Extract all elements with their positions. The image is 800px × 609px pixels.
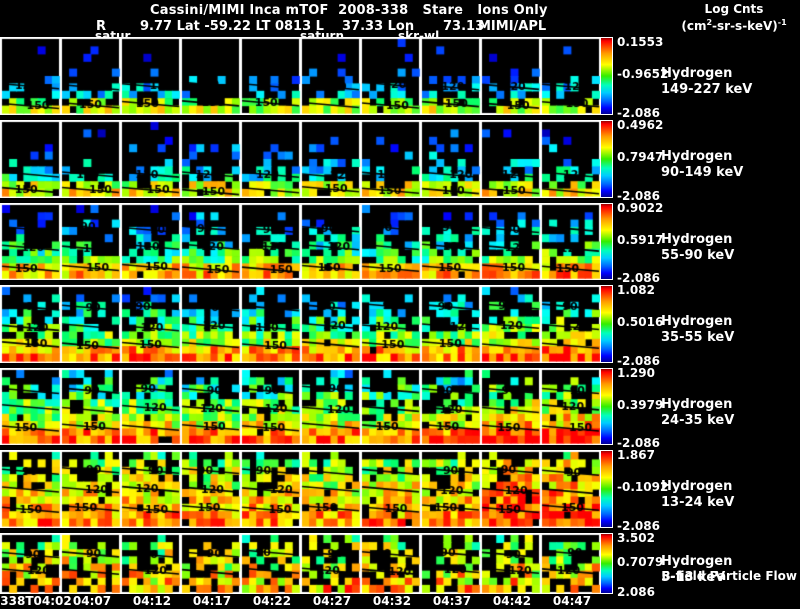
colorbar-mid-label: 0.7079 bbox=[617, 554, 664, 569]
energy-range: 149-227 keV bbox=[661, 82, 753, 97]
spectrogram-row-13-24-keV: 1.867 -0.1092 -2.086 Hydrogen 13-24 keV bbox=[0, 448, 800, 533]
energy-range: 35-55 keV bbox=[661, 330, 735, 345]
energy-band-label: Hydrogen 149-227 keV bbox=[661, 66, 752, 98]
species-name: Hydrogen bbox=[661, 553, 733, 569]
spectrogram-row-canvas bbox=[0, 285, 600, 363]
colorbar-mid-label: 0.5917 bbox=[617, 232, 664, 247]
colorbar-mid-label: 0.7947 bbox=[617, 150, 664, 164]
colorbar-mid-label: -0.9652 bbox=[617, 67, 669, 81]
energy-range: 13-24 keV bbox=[661, 495, 735, 510]
colorbar bbox=[600, 368, 613, 445]
colorbar-max-label: 0.4962 bbox=[617, 118, 664, 132]
colorbar bbox=[600, 450, 613, 528]
colorbar bbox=[600, 533, 613, 594]
spectrogram-row-canvas bbox=[0, 533, 600, 594]
spectrogram-row-canvas bbox=[0, 450, 600, 528]
colorbar-mid-label: -0.1092 bbox=[617, 480, 669, 494]
energy-range: 90-149 keV bbox=[661, 165, 744, 180]
time-tick-label: 04:32 bbox=[372, 594, 412, 608]
energy-range: 24-35 keV bbox=[661, 412, 735, 428]
colorbar-min-label: -2.086 bbox=[617, 271, 660, 285]
energy-band-label: Hydrogen 55-90 keV bbox=[661, 232, 734, 264]
colorbar-mid-label: 0.5016 bbox=[617, 315, 664, 329]
species-name: Hydrogen bbox=[661, 479, 733, 494]
energy-band-label: Hydrogen 5-13 keV bbox=[661, 554, 732, 586]
time-tick-label: 04:42 bbox=[492, 594, 532, 608]
colorbar-min-label: -2.086 bbox=[617, 354, 660, 368]
time-tick-label: 04:47 bbox=[552, 594, 592, 608]
species-name: Hydrogen bbox=[661, 396, 733, 412]
spectrogram-row-canvas bbox=[0, 203, 600, 280]
ephemeris-segment-1: 9.77 Lat -59.22 LT 0813 L bbox=[140, 19, 324, 34]
time-tick-label: 338T04:02 bbox=[0, 594, 72, 608]
colorbar-min-label: -2.086 bbox=[617, 519, 660, 533]
bfield-particle-flow-label: B-field Particle Flow bbox=[661, 569, 797, 583]
species-name: Hydrogen bbox=[661, 66, 733, 81]
colorbar-min-label: -2.086 bbox=[617, 106, 660, 120]
spectrogram-row-35-55-keV: 1.082 0.5016 -2.086 Hydrogen 35-55 keV bbox=[0, 283, 800, 368]
species-name: Hydrogen bbox=[661, 314, 733, 329]
legend-log-cnts: Log Cnts bbox=[704, 2, 764, 16]
energy-range: 5-13 keV bbox=[661, 569, 726, 585]
energy-range: 55-90 keV bbox=[661, 247, 735, 263]
colorbar-max-label: 1.290 bbox=[617, 366, 655, 380]
species-name: Hydrogen bbox=[661, 231, 733, 247]
ephemeris-segment-2: 37.33 Lon bbox=[342, 19, 415, 34]
ephemeris-segment-0: R bbox=[96, 19, 107, 34]
colorbar-mid-label: 0.3979 bbox=[617, 397, 664, 412]
spectrogram-row-24-35-keV: 1.290 0.3979 -2.086 Hydrogen 24-35 keV bbox=[0, 366, 800, 450]
colorbar-max-label: 0.9022 bbox=[617, 201, 664, 215]
spectrogram-row-canvas bbox=[0, 368, 600, 445]
colorbar-max-label: 1.867 bbox=[617, 448, 655, 462]
time-tick-label: 04:17 bbox=[192, 594, 232, 608]
page-title: Cassini/MIMI Inca mTOF 2008-338 Stare Io… bbox=[150, 3, 548, 18]
energy-band-label: Hydrogen 13-24 keV bbox=[661, 479, 734, 511]
colorbar bbox=[600, 285, 613, 363]
colorbar bbox=[600, 120, 613, 198]
spectrogram-row-55-90-keV: 0.9022 0.5917 -2.086 Hydrogen 55-90 keV bbox=[0, 201, 800, 285]
colorbar-max-label: 0.1553 bbox=[617, 35, 664, 49]
energy-band-label: Hydrogen 90-149 keV bbox=[661, 149, 743, 181]
spectrogram-row-5-13-keV: 3.502 0.7079 2.086 Hydrogen 5-13 keV bbox=[0, 531, 800, 599]
time-tick-label: 04:22 bbox=[252, 594, 292, 608]
ephemeris-segment-3: 73.13 bbox=[443, 19, 485, 34]
colorbar bbox=[600, 203, 613, 280]
colorbar-min-label: 2.086 bbox=[617, 585, 655, 599]
colorbar-min-label: -2.086 bbox=[617, 436, 660, 450]
spectrogram-row-149-227-keV: 0.1553 -0.9652 -2.086 Hydrogen 149-227 keV bbox=[0, 35, 800, 120]
spectrogram-row-canvas bbox=[0, 120, 600, 198]
colorbar-min-label: -2.086 bbox=[617, 189, 660, 203]
time-tick-label: 04:12 bbox=[132, 594, 172, 608]
species-name: Hydrogen bbox=[661, 149, 733, 164]
colorbar-max-label: 1.082 bbox=[617, 283, 655, 297]
ephemeris-segment-4: MIMI/APL bbox=[478, 19, 547, 34]
colorbar bbox=[600, 37, 613, 115]
time-tick-label: 04:37 bbox=[432, 594, 472, 608]
time-tick-label: 04:27 bbox=[312, 594, 352, 608]
energy-band-label: Hydrogen 24-35 keV bbox=[661, 397, 734, 429]
spectrogram-row-90-149-keV: 0.4962 0.7947 -2.086 Hydrogen 90-149 keV bbox=[0, 118, 800, 203]
colorbar-units-legend: Log Cnts (cm2-sr-s-keV)-1 bbox=[676, 2, 792, 33]
spectrogram-row-canvas bbox=[0, 37, 600, 115]
legend-units: (cm2-sr-s-keV)-1 bbox=[681, 18, 787, 33]
energy-band-label: Hydrogen 35-55 keV bbox=[661, 314, 734, 346]
time-tick-label: 04:07 bbox=[72, 594, 112, 608]
colorbar-max-label: 3.502 bbox=[617, 531, 655, 545]
